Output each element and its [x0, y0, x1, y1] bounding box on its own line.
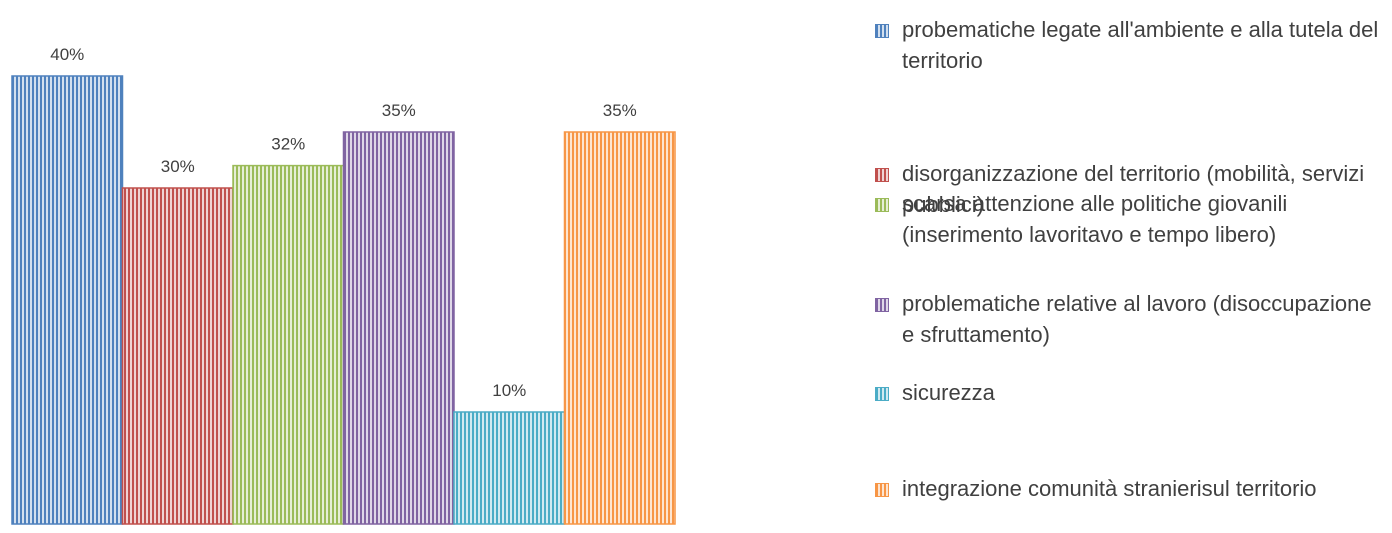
bar-2	[121, 187, 234, 525]
legend-label-politiche-giovanili: scarsa attenzione alle politiche giovani…	[902, 191, 1288, 247]
bar-chart-plot: 40% 30% 32% 35% 10% 35%	[11, 45, 676, 525]
bar-4	[342, 131, 455, 525]
chart-legend: probematiche legate all'ambiente e alla …	[875, 0, 1392, 533]
legend-label-ambiente: probematiche legate all'ambiente e alla …	[902, 17, 1379, 73]
data-labels-layer: 40% 30% 32% 35% 10% 35%	[50, 45, 637, 400]
data-label-6: 35%	[603, 101, 637, 120]
legend-swatch-politiche-giovanili	[875, 198, 889, 212]
legend-label-lavoro: problematiche relative al lavoro (disocc…	[902, 291, 1372, 347]
legend-swatch-sicurezza	[875, 387, 889, 401]
data-label-5: 10%	[492, 381, 526, 400]
bars-layer	[11, 75, 676, 525]
bar-3	[232, 164, 345, 525]
bar-5	[453, 411, 566, 525]
data-label-1: 40%	[50, 45, 84, 64]
legend-label-disorganizzazione: disorganizzazione del territorio (mobili…	[902, 161, 1365, 217]
data-label-3: 32%	[271, 135, 305, 154]
data-label-2: 30%	[161, 157, 195, 176]
legend-swatch-disorganizzazione	[875, 168, 889, 182]
bar-1	[11, 75, 124, 525]
legend-label-sicurezza: sicurezza	[902, 380, 995, 405]
legend-label-integrazione: integrazione comunità stranierisul terri…	[902, 476, 1317, 501]
data-label-4: 35%	[382, 101, 416, 120]
bar-6	[563, 131, 676, 525]
legend-swatch-lavoro	[875, 298, 889, 312]
legend-swatch-ambiente	[875, 24, 889, 38]
legend-swatch-integrazione	[875, 483, 889, 497]
